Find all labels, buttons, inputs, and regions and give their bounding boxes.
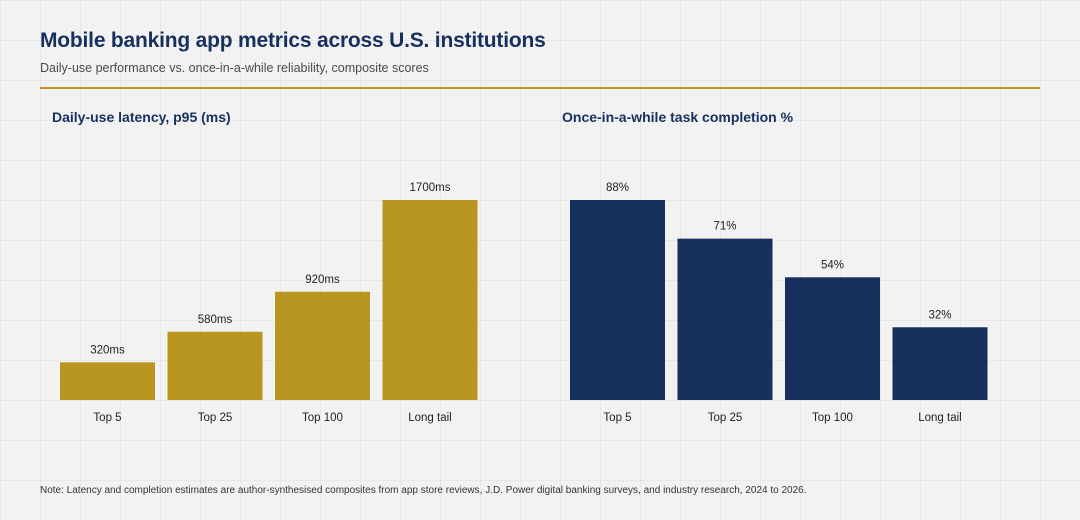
header-divider bbox=[40, 87, 1040, 89]
latency-value-label: 320ms bbox=[90, 344, 125, 356]
completion-bar bbox=[892, 327, 988, 400]
completion-category-label: Top 5 bbox=[603, 412, 631, 424]
completion-value-label: 88% bbox=[606, 182, 629, 194]
completion-category-label: Top 100 bbox=[812, 412, 853, 424]
latency-category-label: Top 5 bbox=[93, 412, 121, 424]
latency-category-label: Top 25 bbox=[198, 412, 233, 424]
latency-bar bbox=[167, 331, 263, 400]
source-note: Note: Latency and completion estimates a… bbox=[40, 485, 807, 496]
page-subtitle: Daily-use performance vs. once-in-a-whil… bbox=[40, 61, 429, 75]
latency-value-label: 920ms bbox=[305, 274, 340, 286]
latency-category-label: Top 100 bbox=[302, 412, 343, 424]
latency-bar bbox=[60, 362, 155, 400]
completion-chart: 88% Top 5 71% Top 25 54% Top 100 32% Long tail bbox=[570, 182, 988, 424]
completion-value-label: 71% bbox=[713, 221, 736, 233]
latency-category-label: Long tail bbox=[408, 412, 451, 424]
latency-chart-title: Daily-use latency, p95 (ms) bbox=[52, 109, 231, 125]
completion-bar bbox=[570, 200, 665, 400]
completion-bar bbox=[677, 238, 773, 400]
latency-value-label: 1700ms bbox=[410, 182, 451, 194]
latency-chart: 320ms Top 5 580ms Top 25 920ms Top 100 1700ms L… bbox=[60, 182, 478, 424]
completion-value-label: 54% bbox=[821, 259, 844, 271]
latency-bar bbox=[275, 291, 370, 400]
latency-bar bbox=[382, 200, 478, 400]
latency-value-label: 580ms bbox=[198, 314, 233, 326]
completion-value-label: 32% bbox=[928, 309, 951, 321]
completion-category-label: Long tail bbox=[918, 412, 961, 424]
completion-bar bbox=[785, 277, 880, 400]
page-title: Mobile banking app metrics across U.S. i… bbox=[40, 29, 546, 52]
completion-chart-title: Once-in-a-while task completion % bbox=[562, 109, 794, 125]
completion-category-label: Top 25 bbox=[708, 412, 743, 424]
